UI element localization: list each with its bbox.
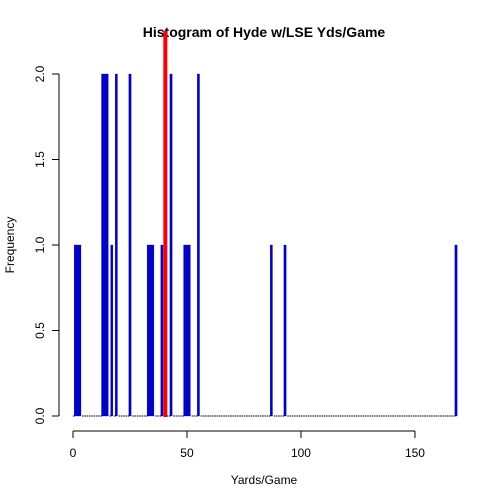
histogram-bar [151, 244, 155, 417]
histogram-bar [187, 244, 191, 417]
y-axis: 0.0 0.5 1.0 1.5 2.0 [33, 65, 60, 424]
histogram-bar [73, 244, 77, 417]
histogram-bar [105, 73, 109, 417]
histogram-bar [103, 73, 107, 417]
histogram-bar [197, 73, 200, 417]
y-tick-label: 1.5 [33, 151, 47, 168]
chart-title: Histogram of Hyde w/LSE Yds/Game [143, 24, 386, 40]
histogram-bar [78, 244, 82, 417]
histogram-bar [110, 244, 114, 417]
x-tick-label: 150 [405, 446, 425, 460]
x-tick-label: 50 [180, 446, 194, 460]
histogram-bar [454, 244, 458, 417]
bars-group [73, 73, 458, 417]
x-axis-label: Yards/Game [231, 473, 298, 487]
y-axis-label: Frequency [3, 217, 17, 274]
histogram-bar [169, 73, 173, 417]
histogram-bar [283, 244, 287, 417]
histogram-bar [160, 244, 164, 417]
x-tick-label: 0 [70, 446, 77, 460]
histogram-bar [101, 73, 104, 417]
y-tick-label: 0.0 [33, 407, 47, 424]
histogram-bar [76, 244, 79, 417]
histogram-bar [115, 73, 118, 417]
histogram-bar [185, 244, 189, 417]
x-tick-label: 100 [291, 446, 311, 460]
histogram-bar [270, 244, 273, 417]
histogram-bar [183, 244, 187, 417]
y-tick-label: 2.0 [33, 65, 47, 82]
histogram-bar [146, 244, 150, 417]
histogram-bar [149, 244, 152, 417]
y-tick-label: 1.0 [33, 236, 47, 253]
y-tick-label: 0.5 [33, 322, 47, 339]
x-axis: 0 50 100 150 [70, 430, 425, 460]
histogram-bar [128, 73, 132, 417]
